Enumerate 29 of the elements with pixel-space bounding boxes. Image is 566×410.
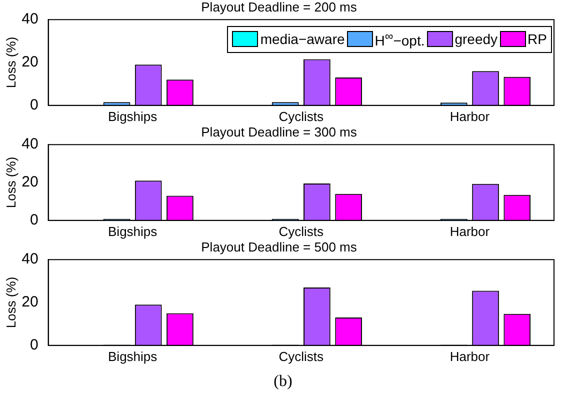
y-axis-title: Loss (%) [3, 36, 18, 88]
y-tick-label: 20 [22, 174, 38, 191]
x-tick-label: Harbor [450, 348, 490, 364]
x-tick-label: Cyclists [278, 348, 324, 364]
x-tick-label: Harbor [450, 108, 490, 124]
x-tick-label: Bigships [108, 348, 158, 364]
chart-title: Playout Deadline = 300 ms [201, 124, 358, 140]
x-tick-label: Bigships [108, 224, 158, 239]
y-tick-label: 20 [22, 294, 38, 311]
legend-label: greedy [454, 31, 498, 48]
x-tick-label: Bigships [108, 108, 158, 124]
y-tick-label: 20 [22, 54, 38, 71]
y-axis-title: Loss (%) [3, 276, 18, 328]
text: (b) [272, 373, 294, 391]
legend-label: H$^{∞}$−opt. [374, 30, 425, 49]
chart-title: Playout Deadline = 500 ms [201, 239, 358, 254]
y-tick-label: 0 [30, 96, 38, 114]
x-tick-label: Cyclists [278, 108, 324, 124]
chart-title: Playout Deadline = 200 ms [201, 0, 358, 14]
y-tick-label: 0 [30, 212, 38, 229]
y-axis-title: Loss (%) [3, 156, 18, 208]
x-tick-label: Cyclists [278, 224, 324, 239]
x-tick-label: Harbor [450, 224, 490, 239]
y-tick-label: 40 [22, 10, 38, 28]
y-tick-label: 0 [30, 336, 38, 354]
y-tick-label: 40 [22, 250, 38, 268]
y-tick-label: 40 [22, 136, 38, 153]
legend-label: RP [528, 31, 547, 48]
legend-label: media−aware [260, 31, 345, 48]
